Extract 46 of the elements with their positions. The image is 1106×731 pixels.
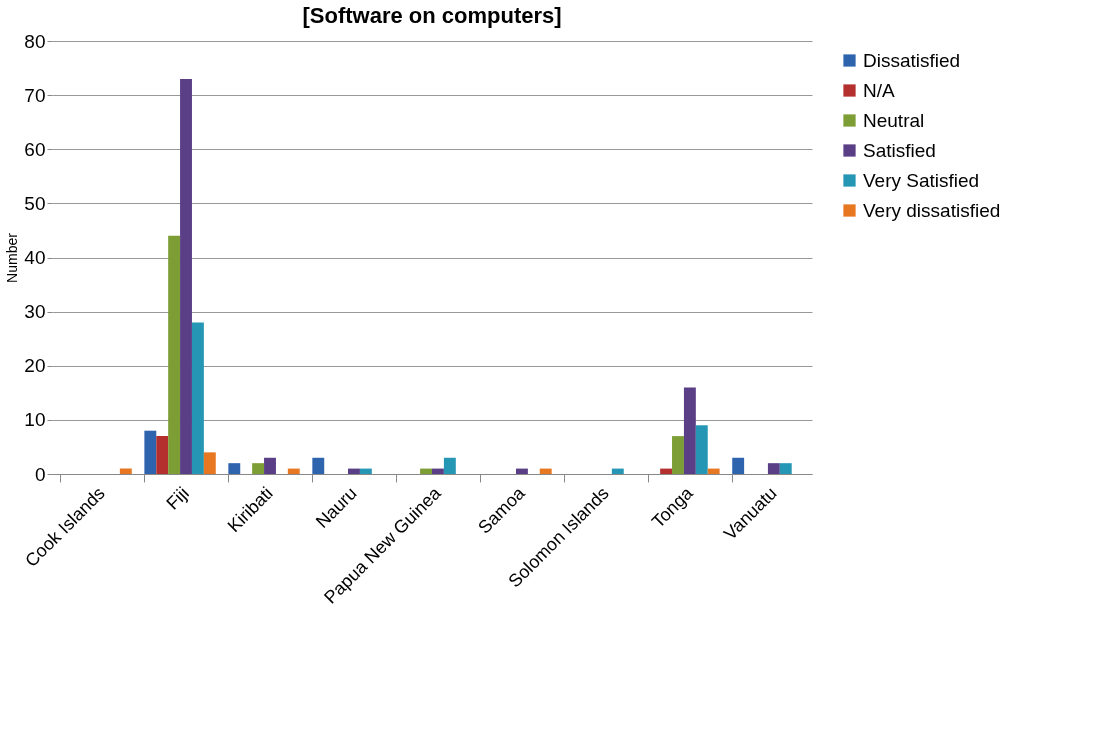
y-tick-label: 40 xyxy=(24,247,46,268)
legend-label: Satisfied xyxy=(863,139,936,161)
bar xyxy=(672,436,684,474)
y-tick-label: 0 xyxy=(34,463,46,485)
y-tick-label: 70 xyxy=(24,84,46,106)
bar xyxy=(168,235,181,474)
bar xyxy=(515,468,528,474)
bar xyxy=(156,436,169,474)
bar xyxy=(660,468,673,474)
bar xyxy=(252,463,265,474)
bar xyxy=(443,457,456,474)
bar xyxy=(228,463,241,474)
legend-label: N/A xyxy=(863,79,895,101)
bar xyxy=(312,457,325,474)
bar xyxy=(779,463,792,474)
bar xyxy=(144,430,157,474)
y-tick-label: 60 xyxy=(24,138,46,160)
bar xyxy=(611,468,624,474)
bar xyxy=(264,457,276,474)
legend-label: Neutral xyxy=(863,109,925,131)
bar xyxy=(191,322,204,474)
y-tick-label: 20 xyxy=(24,355,46,377)
bar xyxy=(119,468,132,474)
legend-label: Very dissatisfied xyxy=(863,199,1001,221)
bar xyxy=(683,387,696,474)
x-tick-label: Fiji xyxy=(162,483,193,514)
chart-title: [Software on computers] xyxy=(302,3,562,28)
bar xyxy=(707,468,720,474)
y-tick-label: 80 xyxy=(24,30,46,52)
legend-label: Dissatisfied xyxy=(863,49,961,71)
bar xyxy=(432,468,444,474)
bar xyxy=(420,468,432,474)
bar xyxy=(695,425,708,474)
bar xyxy=(348,468,360,474)
y-tick-label: 10 xyxy=(24,409,46,431)
bar xyxy=(732,457,745,474)
y-tick-label: 50 xyxy=(24,192,46,214)
bar xyxy=(180,78,192,474)
bar xyxy=(767,463,780,474)
bar xyxy=(287,468,300,474)
bar xyxy=(203,452,216,474)
bar xyxy=(539,468,552,474)
y-tick-label: 30 xyxy=(24,301,46,323)
bar xyxy=(359,468,372,474)
legend-label: Very Satisfied xyxy=(863,169,980,191)
y-axis-title: Number xyxy=(4,232,21,283)
